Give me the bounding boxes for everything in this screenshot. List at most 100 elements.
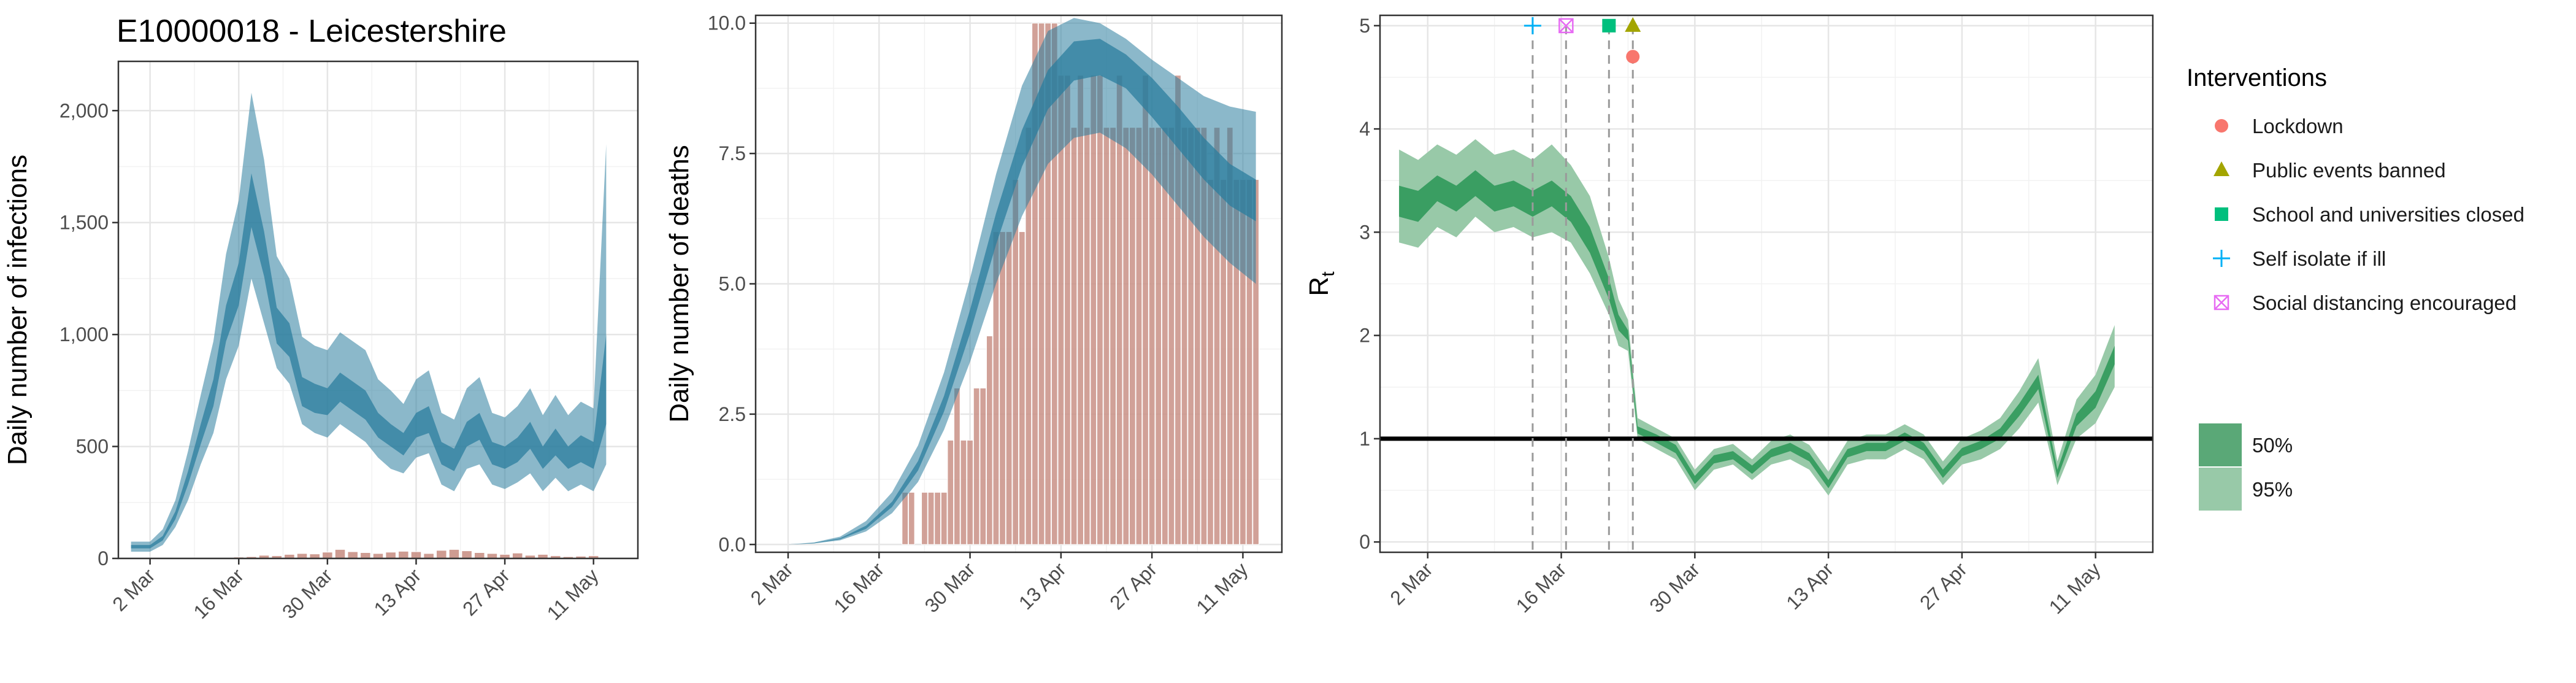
death-bar — [979, 387, 987, 545]
x-tick-label: 30 Mar — [278, 564, 337, 623]
legend-label: Self isolate if ill — [2252, 247, 2386, 270]
x-tick-label: 16 Mar — [1512, 558, 1571, 617]
x-tick-label: 13 Apr — [1782, 558, 1838, 614]
y-axis-title-text: Daily number of infections — [2, 155, 33, 465]
death-bar — [436, 550, 447, 559]
x-tick-label: 16 Mar — [189, 564, 248, 623]
y-tick-label: 2 — [1359, 325, 1370, 347]
x-tick-label: 13 Apr — [1014, 558, 1070, 614]
y-axis-title-text: R — [1304, 277, 1334, 296]
square-cross-icon — [2214, 295, 2229, 311]
x-tick-label: 2 Mar — [108, 564, 159, 615]
circle-icon — [1626, 50, 1640, 64]
legend-label: School and universities closed — [2252, 203, 2524, 226]
death-bar — [1122, 127, 1130, 545]
y-tick-label: 2,000 — [59, 99, 109, 122]
y-tick-label: 0 — [1359, 531, 1370, 553]
y-tick-label: 0 — [98, 547, 109, 569]
legend-band-swatch — [2199, 423, 2242, 466]
death-bar — [474, 552, 485, 559]
intervention-marker — [1626, 50, 1640, 64]
death-bar — [322, 552, 333, 559]
figure-title: E10000018 - Leicestershire — [117, 14, 507, 49]
death-bar — [1070, 127, 1078, 545]
death-bar — [947, 439, 954, 545]
death-bar — [1116, 75, 1123, 545]
death-bar — [1005, 231, 1013, 545]
death-bar — [1129, 127, 1136, 545]
y-tick-label: 1 — [1359, 428, 1370, 450]
legend-key-3 — [2213, 250, 2230, 267]
ci-95-band — [131, 93, 607, 552]
death-bar — [410, 551, 422, 559]
x-tick-label: 2 Mar — [746, 558, 798, 609]
y-axis-title-subscript: t — [1318, 271, 1338, 277]
plus-icon — [2213, 250, 2230, 267]
y-axis-title: Daily number of infections — [2, 155, 33, 465]
death-bar — [934, 492, 941, 545]
y-tick-label: 10.0 — [708, 12, 746, 34]
death-bar — [973, 387, 980, 545]
x-tick-label: 30 Mar — [1645, 558, 1704, 617]
x-tick-label: 27 Apr — [458, 564, 514, 620]
death-bar — [1110, 127, 1116, 545]
death-bar — [398, 550, 409, 559]
triangle-icon — [2214, 161, 2229, 176]
y-tick-label: 1,000 — [59, 323, 109, 345]
death-bar — [1018, 231, 1025, 545]
death-bar — [334, 549, 346, 559]
death-bar — [999, 231, 1006, 545]
y-tick-label: 5.0 — [719, 273, 746, 295]
legend-title: Interventions — [2187, 64, 2327, 91]
legend-label: Lockdown — [2252, 115, 2344, 137]
square-icon — [2215, 207, 2228, 221]
legend-band-label: 95% — [2252, 478, 2293, 501]
legend-band-swatch — [2199, 468, 2242, 511]
intervention-marker — [1602, 18, 1616, 33]
y-tick-label: 500 — [76, 436, 109, 458]
death-bar — [1148, 127, 1156, 545]
y-tick-label: 0.0 — [719, 533, 746, 555]
death-bar — [461, 550, 472, 559]
death-bar — [1155, 127, 1162, 545]
death-bar — [1051, 23, 1058, 545]
death-bar — [1103, 127, 1110, 545]
y-tick-label: 3 — [1359, 221, 1370, 243]
intervention-marker — [1625, 17, 1641, 32]
death-bar — [385, 552, 396, 559]
y-tick-label: 5 — [1359, 15, 1370, 37]
y-tick-label: 2.5 — [719, 403, 746, 425]
rt-panel: 0 1 2 3 4 5 2 Mar 16 Mar 30 Mar 13 Apr 27 Apr 11 Ma… — [1304, 14, 2154, 618]
x-tick-label: 2 Mar — [1386, 558, 1437, 609]
legend-key-2 — [2215, 207, 2228, 221]
infections-panel: 0 500 1,000 1,500 2,000 2 Mar 16 Mar 30 Mar 13 A… — [2, 60, 639, 624]
y-tick-label: 4 — [1359, 118, 1370, 140]
death-bar — [360, 552, 371, 559]
death-bar — [927, 492, 935, 545]
legend-label: Public events banned — [2252, 159, 2446, 182]
death-bar — [1175, 75, 1181, 545]
y-axis-title-text: Daily number of deaths — [664, 145, 694, 422]
intervention-marker — [1524, 17, 1541, 34]
death-bar — [902, 492, 909, 545]
death-bar — [1038, 23, 1045, 545]
ci-50-band — [131, 173, 607, 549]
legend-label: Social distancing encouraged — [2252, 291, 2517, 314]
y-tick-label: 1,500 — [59, 212, 109, 234]
interventions-legend: Interventions Lockdown Public events bann… — [2187, 64, 2524, 511]
x-tick-label: 30 Mar — [921, 558, 979, 617]
death-bar — [1032, 23, 1038, 545]
ci-95-band — [788, 18, 1256, 545]
panel-border — [1379, 14, 2154, 554]
death-bar — [347, 551, 358, 559]
ci-50-band — [788, 39, 1256, 545]
y-axis-title: Rt — [1304, 271, 1338, 296]
x-tick-label: 13 Apr — [370, 564, 426, 620]
death-bar — [1083, 127, 1091, 545]
panel-border — [117, 60, 639, 560]
x-tick-label: 27 Apr — [1915, 558, 1971, 614]
death-bar — [953, 387, 960, 545]
death-bar — [1097, 75, 1103, 545]
intervention-marker — [1558, 18, 1574, 34]
death-bar — [908, 492, 915, 545]
